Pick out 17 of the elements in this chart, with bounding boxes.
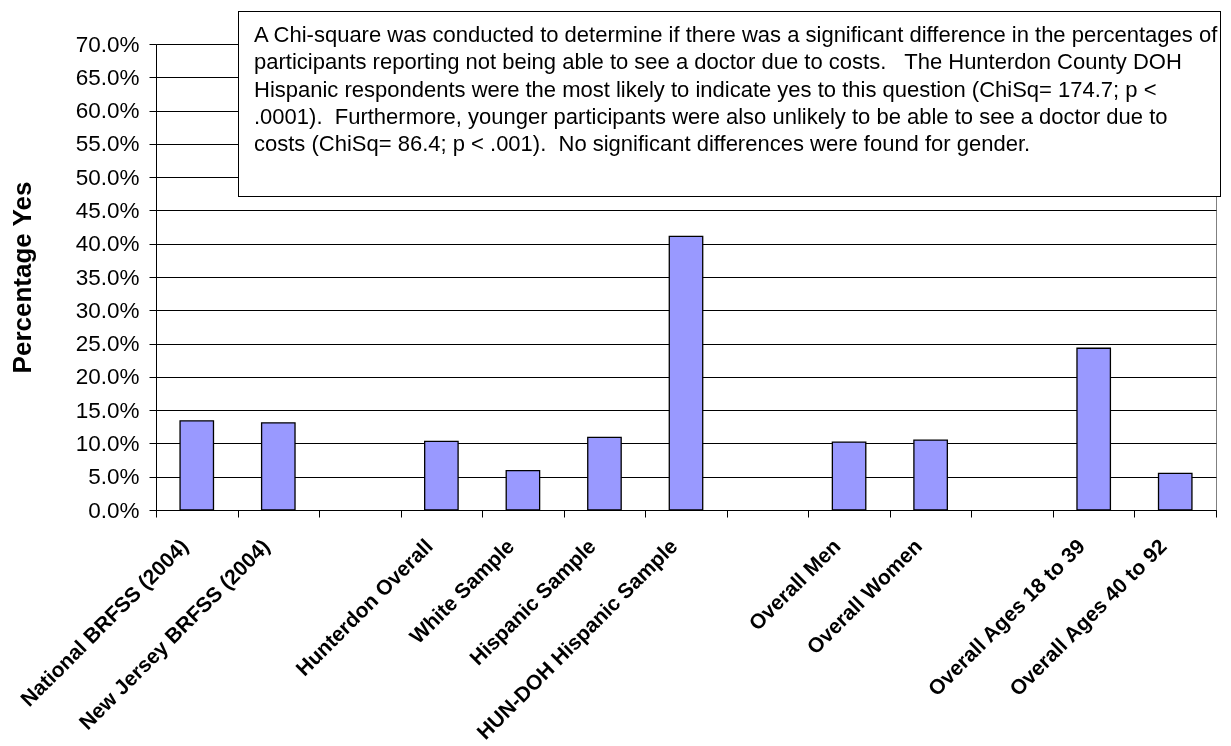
annotation: A Chi-square was conducted to determine if there was a significant difference in the percentages of participants reporting not being able to see a doctor due to costs. The Hunterdon County DOH Hispanic respondents were the most likely to indicate yes to this question (ChiSq= 174.7; p < .0001). Furthermore, younger participants were also unlikely to be able to see a doctor due to costs (ChiSq= 86.4; p < .001). No significant differences were found for gender. bbox=[254, 21, 1218, 158]
y-tick-label: 20.0% bbox=[75, 364, 140, 390]
y-tick-label: 65.0% bbox=[75, 64, 140, 90]
y-tick-label: 45.0% bbox=[75, 197, 140, 223]
y-tick-label: 10.0% bbox=[75, 430, 140, 456]
y-tick-label: 40.0% bbox=[75, 231, 140, 257]
y-tick-label: 60.0% bbox=[75, 98, 140, 124]
y-tick-label: 55.0% bbox=[75, 131, 140, 157]
y-tick-label: 0.0% bbox=[88, 497, 140, 523]
y-tick-label: 25.0% bbox=[75, 331, 140, 357]
y-tick-label: 30.0% bbox=[75, 297, 140, 323]
y-axis-title: Percentage Yes bbox=[6, 181, 37, 374]
y-tick-label: 50.0% bbox=[75, 164, 140, 190]
y-tick-label: 70.0% bbox=[75, 31, 140, 57]
y-tick-label: 35.0% bbox=[75, 264, 140, 290]
y-tick-label: 15.0% bbox=[75, 397, 140, 423]
y-tick-label: 5.0% bbox=[88, 464, 140, 490]
